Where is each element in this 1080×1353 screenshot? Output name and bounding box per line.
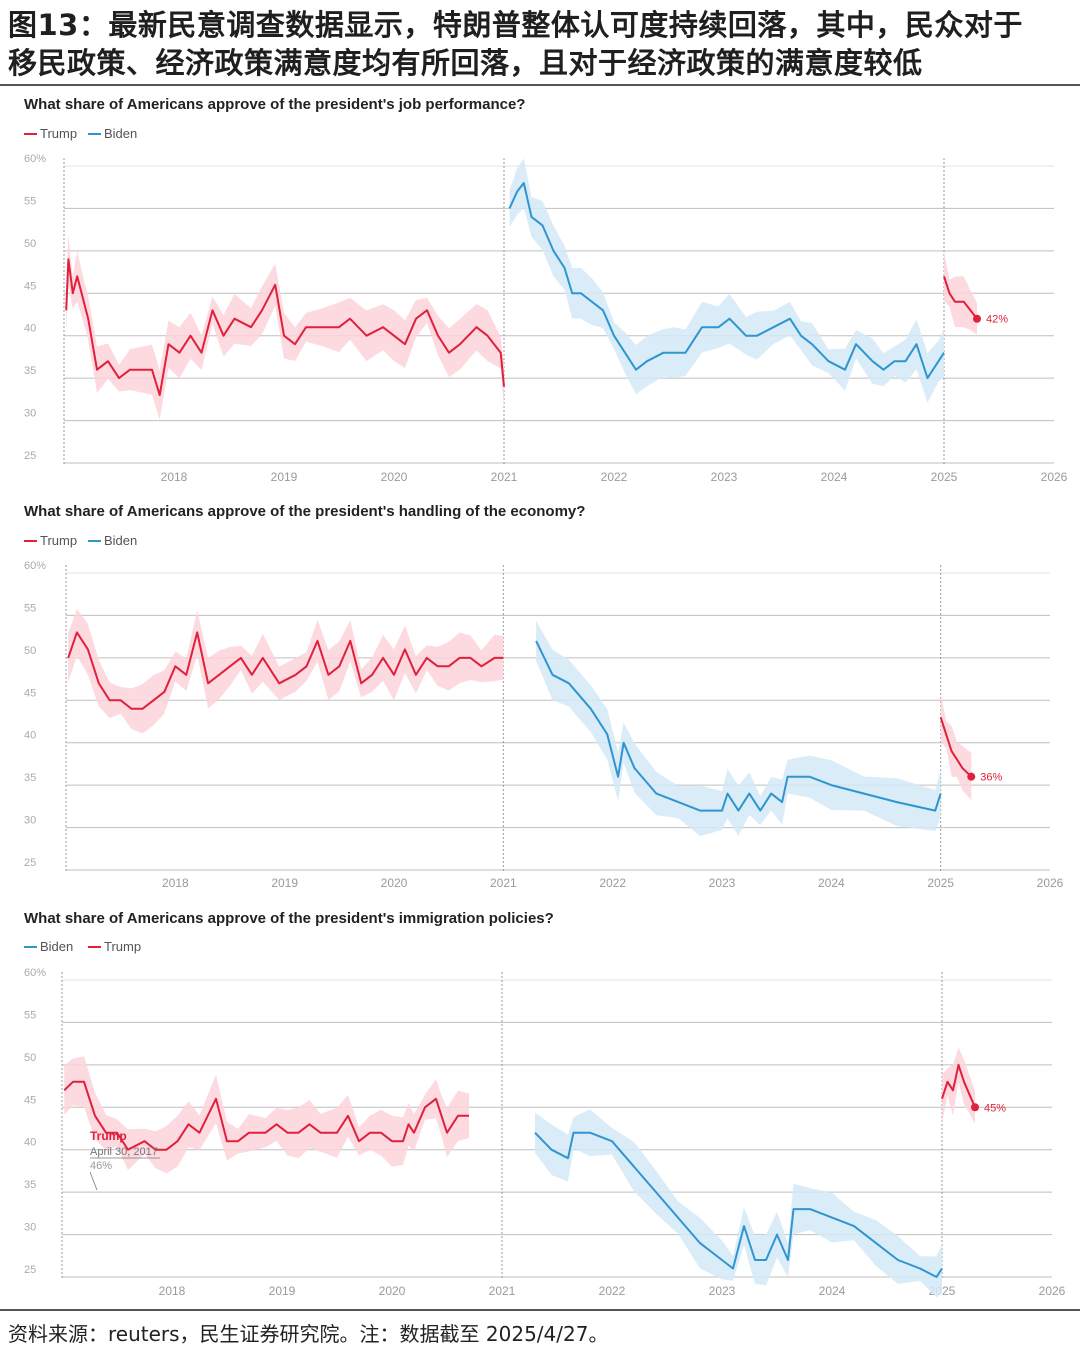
series-line-trump-term-1	[63, 1080, 469, 1151]
y-tick-label: 25	[24, 1264, 36, 1276]
x-tick-label: 2020	[381, 876, 408, 890]
y-tick-label: 30	[24, 408, 36, 420]
x-tick-label: 2023	[709, 1284, 736, 1298]
x-tick-label: 2023	[711, 470, 738, 484]
latest-value-label: 45%	[984, 1102, 1006, 1114]
figure-title-line-2: 移民政策、经济政策满意度均有所回落，且对于经济政策的满意度较低	[8, 46, 923, 80]
confidence-band-biden	[535, 1109, 942, 1298]
x-tick-label: 2024	[821, 470, 848, 484]
x-tick-label: 2024	[818, 876, 845, 890]
annotation-value: 46%	[90, 1160, 112, 1172]
y-tick-label: 60%	[24, 560, 46, 572]
chart-1: What share of Americans approve of the p…	[24, 96, 1068, 484]
legend-label-trump: Trump	[40, 126, 77, 141]
confidence-band-trump	[944, 252, 977, 335]
chart-title: What share of Americans approve of the p…	[24, 96, 525, 113]
series-line-trump-term-1	[65, 258, 505, 397]
legend-label-trump: Trump	[40, 533, 77, 548]
x-tick-label: 2020	[381, 470, 408, 484]
confidence-band-biden	[536, 620, 941, 836]
latest-value-marker	[973, 314, 981, 323]
legend-label-trump: Trump	[104, 939, 141, 954]
y-tick-label: 45	[24, 280, 36, 292]
annotation-pointer	[89, 1171, 98, 1191]
y-tick-label: 40	[24, 730, 36, 742]
series-line-trump-term-2	[943, 275, 978, 320]
x-tick-label: 2026	[1037, 876, 1064, 890]
x-tick-label: 2022	[599, 1284, 626, 1298]
latest-value-marker	[967, 772, 976, 781]
series-line-trump-term-2	[939, 716, 972, 778]
series-line-biden-term-1	[534, 1131, 943, 1278]
x-tick-label: 2020	[379, 1284, 406, 1298]
source-rule	[0, 1309, 1080, 1311]
figure-title: 图13：最新民意调查数据显示，特朗普整体认可度持续回落，其中，民众对于 移民政策…	[8, 6, 1074, 82]
x-tick-label: 2021	[491, 470, 518, 484]
confidence-band-trump	[64, 1056, 469, 1174]
y-tick-label: 45	[24, 687, 36, 699]
x-tick-label: 2026	[1039, 1284, 1066, 1298]
latest-value-marker	[971, 1103, 979, 1112]
x-tick-label: 2025	[931, 470, 958, 484]
y-tick-label: 50	[24, 238, 36, 250]
series-line-trump-term-1	[67, 631, 504, 710]
charts-canvas: What share of Americans approve of the p…	[24, 96, 1068, 1298]
x-tick-label: 2019	[271, 470, 298, 484]
chart-title: What share of Americans approve of the p…	[24, 910, 554, 927]
y-tick-label: 35	[24, 772, 36, 784]
source-note: 资料来源：reuters，民生证券研究院。注：数据截至 2025/4/27。	[8, 1322, 609, 1346]
x-tick-label: 2023	[709, 876, 736, 890]
y-tick-label: 40	[24, 323, 36, 335]
x-tick-label: 2018	[162, 876, 189, 890]
y-tick-label: 55	[24, 195, 36, 207]
title-rule	[0, 84, 1080, 86]
x-tick-label: 2021	[490, 876, 517, 890]
y-tick-label: 60%	[24, 967, 46, 979]
y-tick-label: 50	[24, 645, 36, 657]
y-tick-label: 35	[24, 1179, 36, 1191]
y-tick-label: 30	[24, 1222, 36, 1234]
y-tick-label: 50	[24, 1052, 36, 1064]
legend-label-biden: Biden	[104, 126, 137, 141]
x-tick-label: 2021	[489, 1284, 516, 1298]
y-tick-label: 25	[24, 450, 36, 462]
annotation-date: April 30, 2017	[90, 1146, 158, 1158]
confidence-band-trump	[66, 234, 504, 420]
chart-title: What share of Americans approve of the p…	[24, 503, 585, 520]
legend-label-biden: Biden	[104, 533, 137, 548]
confidence-band-trump	[68, 608, 504, 734]
x-tick-label: 2018	[159, 1284, 186, 1298]
confidence-band-trump	[942, 1047, 975, 1124]
y-tick-label: 55	[24, 1009, 36, 1021]
x-tick-label: 2018	[161, 470, 188, 484]
figure-title-line-1: 图13：最新民意调查数据显示，特朗普整体认可度持续回落，其中，民众对于	[8, 8, 1023, 42]
annotation-title: Trump	[90, 1129, 127, 1143]
x-tick-label: 2024	[819, 1284, 846, 1298]
x-tick-label: 2019	[269, 1284, 296, 1298]
x-tick-label: 2019	[271, 876, 298, 890]
y-tick-label: 40	[24, 1137, 36, 1149]
y-tick-label: 30	[24, 815, 36, 827]
x-tick-label: 2022	[601, 470, 628, 484]
y-tick-label: 45	[24, 1094, 36, 1106]
series-line-biden-term-1	[508, 182, 945, 380]
x-tick-label: 2022	[599, 876, 626, 890]
x-tick-label: 2026	[1041, 470, 1068, 484]
series-line-trump-term-2	[941, 1063, 976, 1108]
latest-value-label: 36%	[980, 772, 1002, 784]
y-tick-label: 25	[24, 857, 36, 869]
y-tick-label: 60%	[24, 153, 46, 165]
chart-3: What share of Americans approve of the p…	[24, 910, 1066, 1298]
series-line-biden-term-1	[535, 640, 942, 812]
x-tick-label: 2025	[927, 876, 954, 890]
latest-value-label: 42%	[986, 314, 1008, 326]
y-tick-label: 55	[24, 602, 36, 614]
legend-label-biden: Biden	[40, 939, 73, 954]
confidence-band-trump	[940, 692, 972, 801]
chart-2: What share of Americans approve of the p…	[24, 503, 1064, 890]
y-tick-label: 35	[24, 365, 36, 377]
